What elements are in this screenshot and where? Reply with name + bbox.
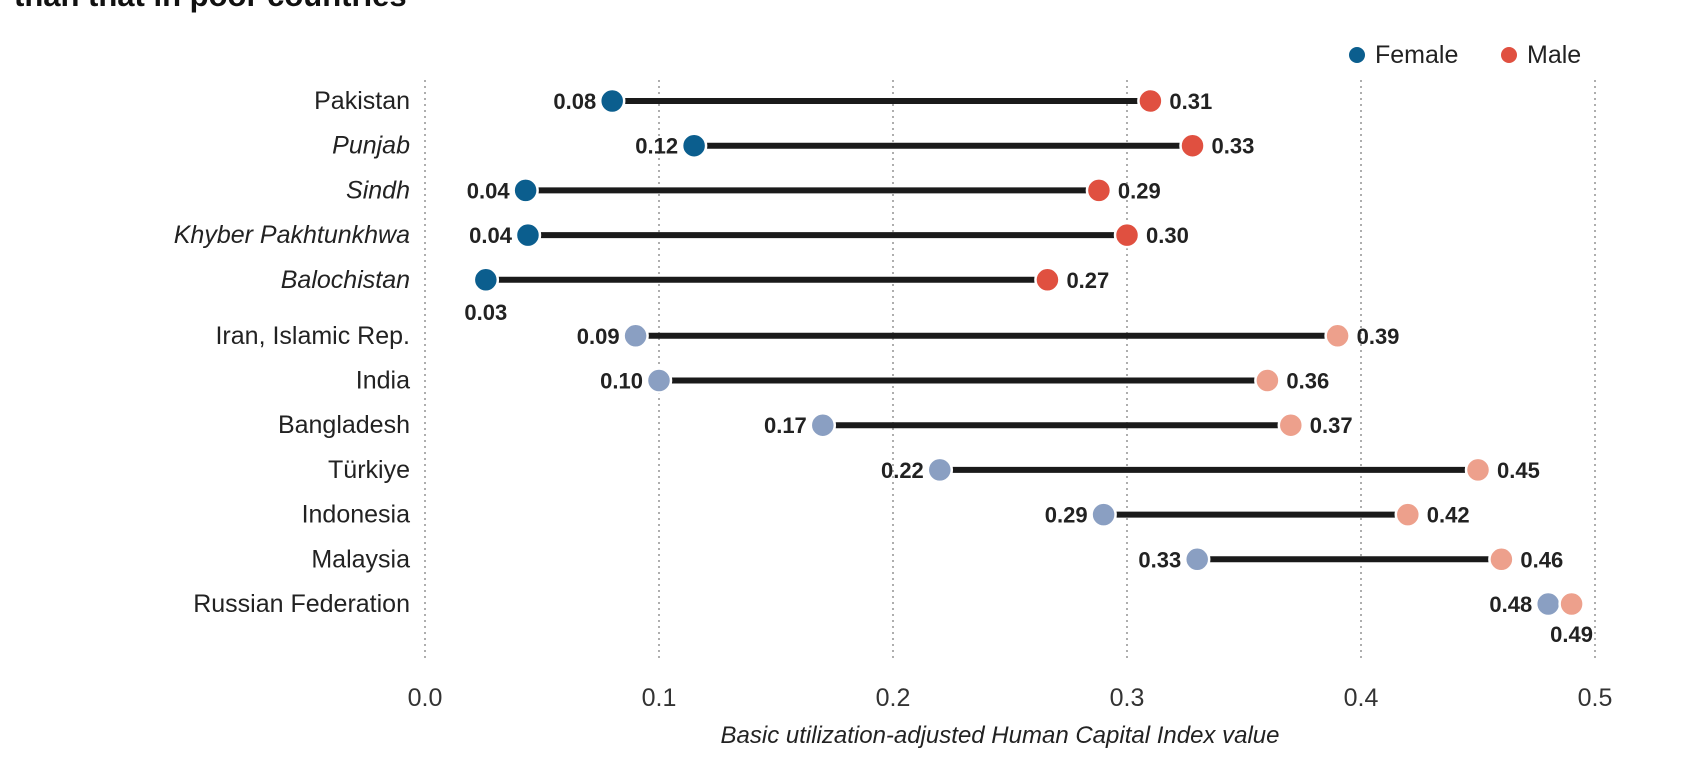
male-value-label: 0.46 bbox=[1520, 547, 1563, 572]
male-point bbox=[1137, 87, 1164, 115]
male-point bbox=[1464, 456, 1492, 484]
male-point bbox=[1324, 322, 1351, 350]
legend-label: Female bbox=[1375, 41, 1458, 69]
male-value-label: 0.36 bbox=[1286, 369, 1329, 394]
female-point bbox=[622, 322, 649, 350]
x-axis-ticks: 0.0 0.1 0.2 0.3 0.4 0.5 bbox=[408, 684, 1613, 712]
male-value-label: 0.45 bbox=[1497, 458, 1540, 483]
x-tick-label: 0.3 bbox=[1110, 684, 1145, 712]
category-label: Balochistan bbox=[281, 266, 410, 294]
x-axis-label: Basic utilization-adjusted Human Capital… bbox=[721, 722, 1280, 749]
female-point bbox=[680, 132, 708, 159]
female-value-label: 0.17 bbox=[764, 413, 807, 438]
category-label: Iran, Islamic Rep. bbox=[215, 322, 410, 350]
category-label: Sindh bbox=[346, 176, 410, 204]
female-value-label: 0.48 bbox=[1489, 592, 1532, 617]
chart-title-fragment: than that in poor countries bbox=[14, 0, 407, 14]
male-point bbox=[1085, 177, 1113, 204]
female-point bbox=[472, 266, 500, 294]
female-value-label: 0.09 bbox=[577, 324, 620, 349]
female-value-label: 0.08 bbox=[553, 89, 596, 114]
female-value-label: 0.04 bbox=[467, 178, 511, 203]
category-label: Indonesia bbox=[302, 501, 411, 529]
category-label: Punjab bbox=[332, 132, 410, 160]
category-label: Khyber Pakhtunkhwa bbox=[174, 221, 410, 249]
category-label: Russian Federation bbox=[193, 590, 410, 618]
male-value-label: 0.31 bbox=[1169, 89, 1212, 114]
male-value-label: 0.39 bbox=[1357, 324, 1400, 349]
male-point bbox=[1034, 266, 1061, 294]
grid-lines bbox=[424, 80, 1596, 660]
x-tick-label: 0.2 bbox=[876, 684, 911, 712]
female-point bbox=[1183, 546, 1211, 573]
female-value-label: 0.10 bbox=[600, 369, 643, 394]
male-point bbox=[1558, 590, 1585, 618]
male-value-label: 0.27 bbox=[1066, 268, 1109, 293]
male-value-label: 0.33 bbox=[1212, 134, 1255, 159]
female-point bbox=[645, 367, 673, 394]
male-point bbox=[1113, 221, 1141, 249]
x-tick-label: 0.1 bbox=[642, 684, 677, 712]
female-value-label: 0.04 bbox=[469, 223, 513, 248]
legend-marker bbox=[1501, 47, 1517, 63]
male-value-label: 0.30 bbox=[1146, 223, 1189, 248]
x-tick-label: 0.0 bbox=[408, 684, 443, 712]
female-point bbox=[1090, 501, 1117, 528]
dumbbell-bars: 0.08 0.31 0.12 0.33 0.04 0.29 0.04 0.30 0.03 0.27… bbox=[464, 87, 1593, 647]
female-point bbox=[809, 411, 837, 439]
category-label: Pakistan bbox=[314, 87, 410, 115]
male-value-label: 0.37 bbox=[1310, 413, 1353, 438]
female-value-label: 0.03 bbox=[464, 300, 507, 325]
female-point bbox=[512, 177, 539, 204]
category-label: Bangladesh bbox=[278, 411, 410, 439]
female-value-label: 0.29 bbox=[1045, 503, 1088, 528]
x-tick-label: 0.4 bbox=[1344, 684, 1379, 712]
legend-marker bbox=[1349, 47, 1365, 63]
category-label: Türkiye bbox=[328, 456, 410, 484]
male-point bbox=[1254, 367, 1281, 394]
female-value-label: 0.22 bbox=[881, 458, 924, 483]
female-value-label: 0.12 bbox=[635, 134, 678, 159]
legend: Female Male bbox=[1349, 41, 1581, 69]
female-value-label: 0.33 bbox=[1138, 547, 1181, 572]
male-point bbox=[1394, 501, 1422, 528]
category-label: India bbox=[356, 367, 410, 395]
category-labels: Pakistan Punjab Sindh Khyber Pakhtunkhwa Bal… bbox=[174, 87, 410, 618]
male-value-label: 0.49 bbox=[1550, 622, 1593, 647]
category-label: Malaysia bbox=[311, 545, 410, 573]
x-tick-label: 0.5 bbox=[1578, 684, 1613, 712]
legend-label: Male bbox=[1527, 41, 1581, 69]
male-point bbox=[1277, 411, 1305, 439]
male-value-label: 0.42 bbox=[1427, 503, 1470, 528]
male-point bbox=[1179, 132, 1206, 159]
female-point bbox=[1534, 590, 1562, 618]
female-point bbox=[926, 456, 954, 484]
female-point bbox=[514, 221, 542, 249]
male-value-label: 0.29 bbox=[1118, 178, 1161, 203]
male-point bbox=[1488, 546, 1515, 573]
female-point bbox=[598, 87, 626, 115]
